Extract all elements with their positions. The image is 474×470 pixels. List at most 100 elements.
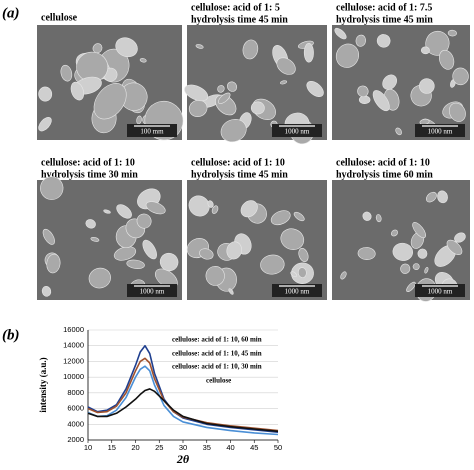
scale-bar-box xyxy=(415,284,465,297)
scale-bar-box xyxy=(415,124,465,137)
particle xyxy=(60,64,73,82)
particle xyxy=(250,101,265,115)
micrograph: 1000 nm xyxy=(186,180,327,300)
scale-bar-label: 1000 nm xyxy=(140,288,165,296)
particle xyxy=(382,74,397,90)
y-tick-label: 14000 xyxy=(63,341,84,350)
scale-bar-box xyxy=(272,284,322,297)
particle xyxy=(40,176,64,200)
particle xyxy=(334,27,347,40)
image-caption: hydrolysis time 45 min xyxy=(191,169,288,180)
particle xyxy=(260,254,285,275)
micrograph: 1000 nm xyxy=(332,180,470,302)
y-tick-label: 16000 xyxy=(63,325,84,334)
particle xyxy=(355,34,367,47)
scale-bar-label: 100 mm xyxy=(140,128,164,136)
series-line xyxy=(87,388,279,433)
x-tick-label: 10 xyxy=(84,443,92,452)
particle xyxy=(293,211,305,222)
particle xyxy=(376,34,391,48)
image-caption: hydrolysis time 45 min xyxy=(191,14,288,25)
particle xyxy=(424,266,429,274)
particle xyxy=(220,119,247,143)
particle xyxy=(42,228,55,245)
particle xyxy=(116,204,132,219)
image-caption: hydrolysis time 30 min xyxy=(41,169,138,180)
particle xyxy=(437,190,448,204)
particle xyxy=(46,253,61,274)
particle xyxy=(115,37,138,58)
scale-bar-box xyxy=(127,284,177,297)
y-tick-label: 4000 xyxy=(67,419,84,428)
particle xyxy=(205,266,225,286)
particle xyxy=(136,213,152,229)
particle xyxy=(452,67,469,86)
particle xyxy=(438,49,455,70)
particle xyxy=(159,252,179,272)
y-tick-label: 10000 xyxy=(63,372,84,381)
x-tick-label: 35 xyxy=(203,443,211,452)
particle xyxy=(303,43,314,63)
particle xyxy=(240,200,258,218)
particle xyxy=(372,90,390,112)
scale-bar-label: 1000 nm xyxy=(285,128,310,136)
particle xyxy=(226,241,242,260)
scale-bar-box xyxy=(272,124,322,137)
panel-label: (a) xyxy=(2,5,20,21)
particle xyxy=(136,115,142,125)
series-line xyxy=(87,344,279,433)
particle xyxy=(126,259,145,269)
particle xyxy=(357,85,369,98)
particle xyxy=(38,117,52,132)
particle xyxy=(38,86,53,102)
particle xyxy=(217,85,225,93)
particle xyxy=(199,248,214,260)
particle xyxy=(218,92,231,104)
particle xyxy=(425,30,450,56)
particle xyxy=(340,271,347,280)
particle xyxy=(88,267,111,289)
x-tick-label: 30 xyxy=(179,443,187,452)
particle xyxy=(280,80,288,85)
scale-bar-label: 1000 nm xyxy=(428,128,453,136)
particle xyxy=(92,43,103,54)
particle xyxy=(276,57,296,75)
particle xyxy=(417,248,428,259)
y-tick-label: 8000 xyxy=(67,388,84,397)
particle xyxy=(418,78,435,94)
particle xyxy=(188,195,210,217)
x-axis-label: 2θ xyxy=(176,452,190,465)
y-tick-label: 6000 xyxy=(67,404,84,413)
particle xyxy=(207,200,214,208)
particle xyxy=(406,281,416,293)
x-tick-label: 40 xyxy=(226,443,234,452)
series-line xyxy=(87,365,279,436)
x-tick-label: 20 xyxy=(131,443,139,452)
panel-label: (b) xyxy=(2,327,20,343)
particle xyxy=(195,44,204,49)
image-caption: cellulose: acid of 1: 10 xyxy=(191,157,285,168)
image-caption: hydrolysis time 60 min xyxy=(336,169,433,180)
particle xyxy=(412,263,420,270)
particle xyxy=(420,46,430,55)
particle xyxy=(412,222,427,239)
image-caption: cellulose: acid of 1: 10 xyxy=(41,157,135,168)
particle xyxy=(184,84,209,102)
y-tick-label: 12000 xyxy=(63,356,84,365)
micrograph: 1000 nm xyxy=(332,25,470,140)
micrograph: 100 mm xyxy=(37,25,184,141)
image-caption: cellulose xyxy=(41,12,78,23)
particle xyxy=(242,39,259,60)
x-tick-label: 45 xyxy=(250,443,258,452)
series-annotation: cellulose: acid of 1: 10, 60 min xyxy=(172,336,262,344)
image-caption: cellulose: acid of 1: 10 xyxy=(336,157,430,168)
particle xyxy=(362,211,372,221)
particle xyxy=(280,228,305,250)
y-axis-label: intensity (a.u.) xyxy=(38,357,48,412)
scale-bar-box xyxy=(127,124,177,137)
particle xyxy=(70,81,85,101)
y-tick-label: 2000 xyxy=(67,435,84,444)
particle xyxy=(139,58,147,63)
particle xyxy=(227,81,238,92)
micrograph: 1000 nm xyxy=(37,176,182,300)
